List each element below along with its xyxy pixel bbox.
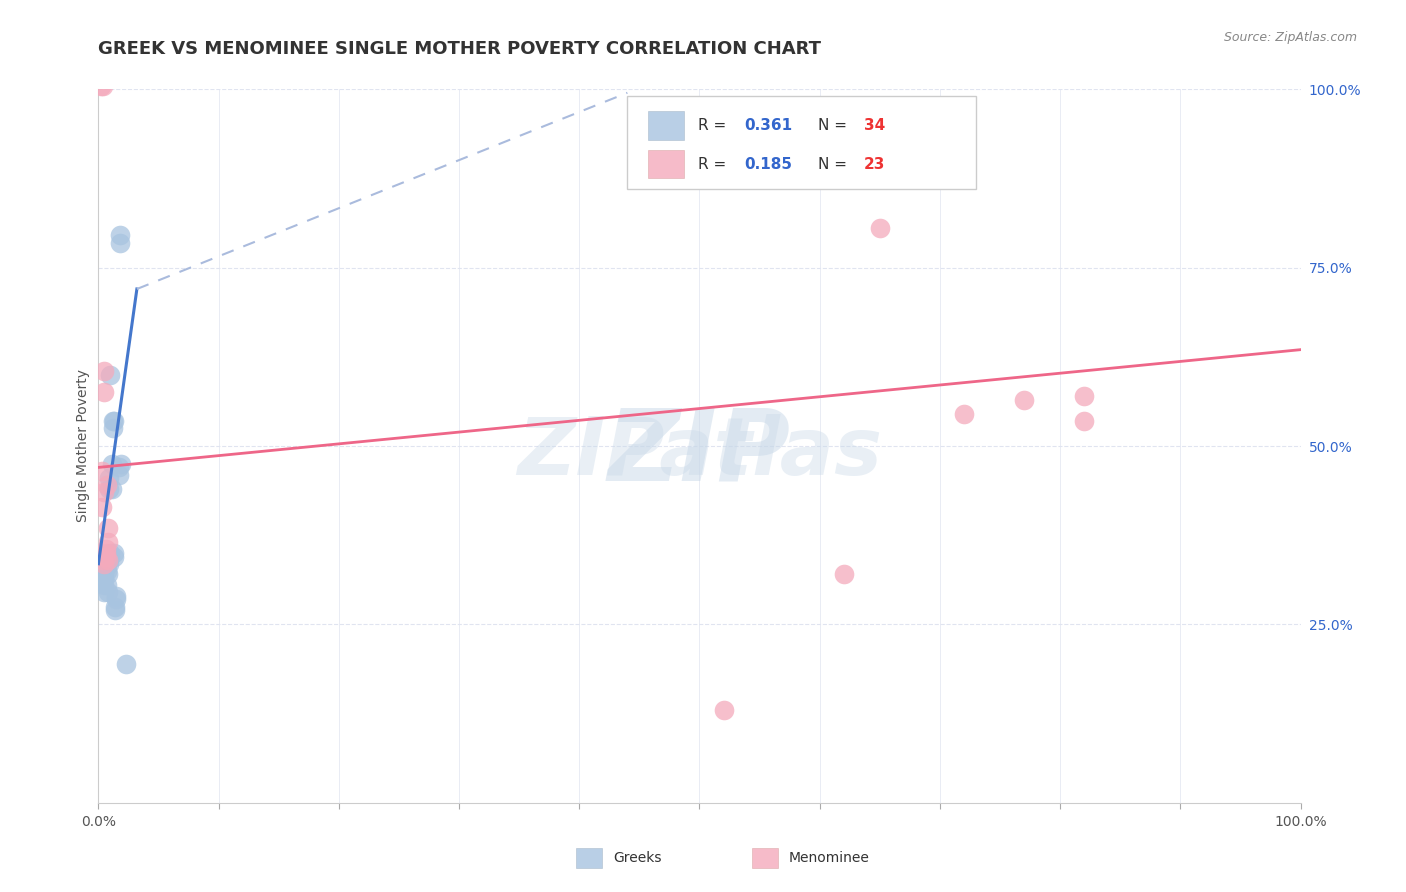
Point	[101, 414, 124, 428]
Point	[869, 221, 891, 235]
Text: Source: ZipAtlas.com: Source: ZipAtlas.com	[1223, 31, 1357, 45]
Text: ZIP: ZIP	[607, 405, 792, 501]
Text: R =: R =	[699, 157, 731, 171]
Point	[96, 557, 118, 571]
Text: N =: N =	[818, 157, 852, 171]
Point	[97, 521, 120, 535]
Text: 0.185: 0.185	[744, 157, 792, 171]
Point	[104, 599, 127, 614]
Point	[93, 585, 115, 599]
Point	[94, 546, 117, 560]
Text: N =: N =	[818, 118, 852, 133]
Text: Greeks: Greeks	[613, 851, 661, 865]
Text: 0.361: 0.361	[744, 118, 792, 133]
Point	[91, 553, 114, 567]
Point	[1073, 414, 1095, 428]
Text: GREEK VS MENOMINEE SINGLE MOTHER POVERTY CORRELATION CHART: GREEK VS MENOMINEE SINGLE MOTHER POVERTY…	[98, 40, 821, 58]
Point	[94, 542, 117, 557]
Point	[98, 557, 121, 571]
Point	[115, 657, 138, 671]
Point	[97, 553, 120, 567]
Point	[90, 78, 112, 93]
Point	[94, 549, 117, 564]
Point	[94, 557, 117, 571]
Point	[98, 482, 121, 496]
Point	[108, 460, 131, 475]
Point	[96, 578, 118, 592]
Point	[100, 546, 122, 560]
Point	[832, 567, 855, 582]
Point	[91, 464, 114, 478]
Point	[108, 467, 131, 482]
Point	[1012, 392, 1035, 407]
Point	[101, 421, 124, 435]
Point	[91, 78, 114, 93]
Point	[93, 578, 115, 592]
Point	[108, 235, 131, 250]
Y-axis label: Single Mother Poverty: Single Mother Poverty	[76, 369, 90, 523]
Point	[104, 603, 127, 617]
Point	[93, 385, 115, 400]
Point	[93, 571, 115, 585]
Point	[103, 549, 125, 564]
Bar	[648, 112, 683, 140]
Point	[100, 549, 122, 564]
Text: ZIPatlas: ZIPatlas	[517, 414, 882, 492]
Point	[953, 407, 976, 421]
Point	[103, 414, 125, 428]
Point	[93, 557, 115, 571]
Point	[110, 457, 132, 471]
Point	[97, 567, 120, 582]
Point	[94, 560, 117, 574]
Point	[105, 589, 128, 603]
Point	[100, 482, 122, 496]
Point	[98, 471, 121, 485]
Point	[91, 500, 114, 514]
Point	[97, 535, 120, 549]
Point	[1073, 389, 1095, 403]
Point	[103, 546, 125, 560]
Bar	[648, 150, 683, 178]
Text: R =: R =	[699, 118, 731, 133]
Point	[93, 364, 115, 378]
Point	[93, 567, 115, 582]
Point	[96, 478, 118, 492]
Text: 23: 23	[865, 157, 886, 171]
Point	[100, 457, 122, 471]
Point	[96, 564, 118, 578]
Point	[100, 368, 122, 382]
Point	[93, 485, 115, 500]
Point	[713, 703, 735, 717]
Point	[105, 592, 128, 607]
Point	[108, 228, 131, 243]
Point	[97, 585, 120, 599]
Text: 34: 34	[865, 118, 886, 133]
Text: Menominee: Menominee	[789, 851, 870, 865]
FancyBboxPatch shape	[627, 96, 976, 189]
